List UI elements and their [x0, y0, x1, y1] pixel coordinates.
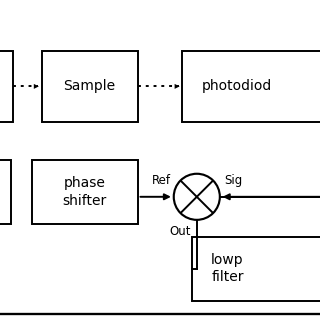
Text: Sig: Sig	[224, 174, 242, 187]
Bar	[42, 51, 138, 122]
Bar	[0, 160, 11, 224]
Text: photodiod: photodiod	[202, 79, 272, 93]
Text: Ref: Ref	[152, 174, 171, 187]
Text: phase
shifter: phase shifter	[63, 176, 107, 208]
Bar	[192, 237, 320, 301]
Text: Sample: Sample	[64, 79, 116, 93]
Bar	[32, 160, 138, 224]
Text: lowp
filter: lowp filter	[211, 253, 244, 284]
Bar	[0, 51, 13, 122]
Text: Out: Out	[169, 225, 190, 238]
Bar	[182, 51, 320, 122]
